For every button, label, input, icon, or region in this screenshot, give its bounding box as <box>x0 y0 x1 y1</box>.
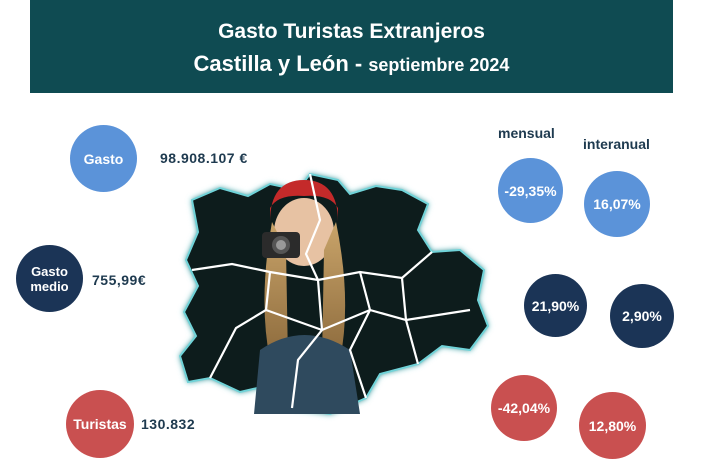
region-label: Castilla y León - <box>193 51 369 76</box>
gasto-medio-yearly-value: 2,90% <box>622 308 662 324</box>
gasto-badge: Gasto <box>70 125 137 192</box>
gasto-medio-monthly-badge: 21,90% <box>524 274 587 337</box>
gasto-yearly-badge: 16,07% <box>584 171 650 237</box>
gasto-medio-monthly-value: 21,90% <box>531 297 580 314</box>
gasto-medio-yearly-badge: 2,90% <box>610 284 674 348</box>
turistas-badge: Turistas <box>66 390 134 458</box>
period-label: septiembre 2024 <box>368 55 510 75</box>
gasto-monthly-badge: -29,35% <box>498 158 563 223</box>
monthly-column-header: mensual <box>498 125 555 141</box>
turistas-yearly-value: 12,80% <box>588 417 637 434</box>
gasto-medio-label-line2: medio <box>30 278 69 294</box>
gasto-medio-value: 755,99€ <box>92 272 147 288</box>
turistas-yearly-badge: 12,80% <box>579 392 646 459</box>
title-banner: Gasto Turistas Extranjeros Castilla y Le… <box>30 0 673 93</box>
page-title: Gasto Turistas Extranjeros <box>218 20 485 43</box>
gasto-medio-badge: Gasto medio <box>16 245 83 312</box>
gasto-yearly-value: 16,07% <box>593 196 641 212</box>
page-subtitle: Castilla y León - septiembre 2024 <box>30 51 673 77</box>
yearly-column-header: interanual <box>583 136 650 152</box>
turistas-monthly-badge: -42,04% <box>491 375 557 441</box>
turistas-value: 130.832 <box>141 416 196 432</box>
castilla-leon-map <box>178 172 490 416</box>
gasto-medio-label-line1: Gasto <box>31 263 68 279</box>
gasto-monthly-value: -29,35% <box>504 182 557 199</box>
turistas-monthly-value: -42,04% <box>497 400 551 416</box>
turistas-label: Turistas <box>73 416 127 432</box>
gasto-label: Gasto <box>83 150 124 167</box>
gasto-value: 98.908.107 € <box>160 150 248 166</box>
tourist-photo <box>254 180 360 414</box>
